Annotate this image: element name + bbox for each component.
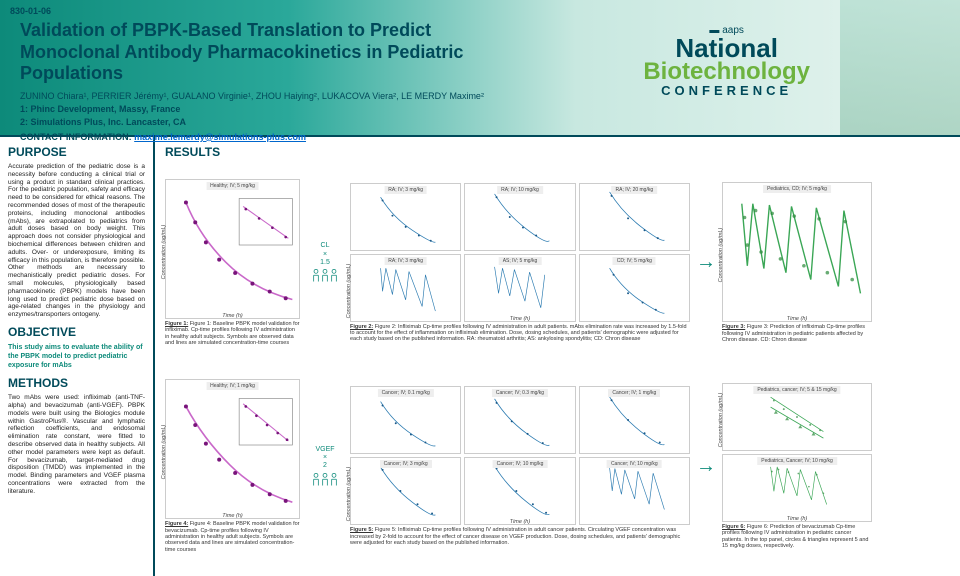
methods-text: Two mAbs were used: infliximab (anti-TNF… <box>8 394 145 495</box>
figure-2-grid: RA; IV; 3 mg/kg RA; IV; 10 mg/kg RA; IV;… <box>350 183 690 322</box>
fig1-xlabel: Time (h) <box>222 313 242 319</box>
fig3-svg <box>723 183 871 321</box>
fig4-xlabel: Time (h) <box>222 513 242 519</box>
left-column: PURPOSE Accurate prediction of the pedia… <box>0 137 155 576</box>
row2-mid-bot: 2 <box>306 462 344 470</box>
figure-6-chart-b: Pediatrics, Cancer; IV; 10 mg/kg Time (h… <box>722 454 872 522</box>
fig6-title-a: Pediatrics, cancer; IV; 5 & 15 mg/kg <box>753 386 840 394</box>
right-column: RESULTS Healthy; IV; 5 mg/kg Concentrati… <box>155 137 960 576</box>
row1-mid-bot: 1.5 <box>306 259 344 267</box>
fig2-panel: RA; IV; 3 mg/kg <box>350 183 461 251</box>
header-decor-image <box>840 0 960 135</box>
fig5-p1-t: Cancer; IV; 0.3 mg/kg <box>492 389 548 397</box>
fig3-ylabel: Concentration (ug/mL) <box>718 228 724 283</box>
affiliation-1: 1: Phinc Development, Massy, France <box>20 104 940 114</box>
fig2-xl: Time (h) <box>510 316 530 322</box>
figure-5-grid: Cancer; IV; 0.1 mg/kg Cancer; IV; 0.3 mg… <box>350 386 690 525</box>
fig2-p2-t: RA; IV; 20 mg/kg <box>612 186 658 194</box>
fig5-p0-t: Cancer; IV; 0.1 mg/kg <box>378 389 434 397</box>
fig2-p3-t: RA; IV; 3 mg/kg <box>384 257 427 265</box>
fig5-panel: Cancer; IV; 0.1 mg/kg <box>350 386 461 454</box>
fig5-caption: Figure 5: Figure 5: Infliximab Cp-time p… <box>350 527 690 546</box>
fig6-ylabel: Concentration (ug/mL) <box>718 393 724 448</box>
methods-heading: METHODS <box>8 376 145 390</box>
contact-info: CONTACT INFORMATION: maxime.lemerdy@simu… <box>20 132 940 142</box>
fig4-ylabel: Concentration (ug/mL) <box>161 425 167 480</box>
fig2-p1-t: RA; IV; 10 mg/kg <box>497 186 543 194</box>
fig4-svg <box>166 380 299 518</box>
people-icon-2 <box>306 473 344 487</box>
fig3-caption: Figure 3: Figure 3: Prediction of inflix… <box>722 324 872 343</box>
fig2-panel: RA; IV; 20 mg/kg <box>579 183 690 251</box>
results-row-2: Healthy; IV; 1 mg/kg Concentration (ug/m… <box>165 367 950 567</box>
conference-logo: ▬ aaps National Biotechnology CONFERENCE <box>643 25 810 98</box>
fig6-xlabel: Time (h) <box>787 516 807 522</box>
poster-id: 830-01-06 <box>10 6 51 16</box>
arrow-icon-2: → <box>696 455 716 478</box>
affiliation-2: 2: Simulations Plus, Inc. Lancaster, CA <box>20 117 940 127</box>
fig5-xl: Time (h) <box>510 519 530 525</box>
figure-3-chart: Pediatrics, CD; IV; 5 mg/kg Concentratio… <box>722 182 872 322</box>
fig5-p2-t: Cancer; IV; 1 mg/kg <box>608 389 660 397</box>
fig5-cap-text: Figure 5: Infliximab Cp-time profiles fo… <box>350 527 680 546</box>
fig4-caption: Figure 4: Figure 4: Baseline PBPK model … <box>165 521 300 553</box>
fig6-caption: Figure 6: Figure 6: Prediction of bevaci… <box>722 524 872 549</box>
fig6-title-b: Pediatrics, Cancer; IV; 10 mg/kg <box>757 457 837 465</box>
fig2-panel: RA; IV; 10 mg/kg <box>464 183 575 251</box>
fig2-panel: RA; IV; 3 mg/kgConcentration (ug/mL) <box>350 254 461 322</box>
fig1-svg <box>166 180 299 318</box>
row2-mid-top: VGEF <box>306 446 344 454</box>
logo-biotechnology: Biotechnology <box>643 61 810 84</box>
row2-multiplier: VGEF × 2 <box>306 446 344 487</box>
row2-mid-mid: × <box>306 454 344 462</box>
fig5-p3-t: Cancer; IV; 3 mg/kg <box>380 460 432 468</box>
results-heading: RESULTS <box>165 145 950 159</box>
fig5-panel: Cancer; IV; 0.3 mg/kg <box>464 386 575 454</box>
contact-email-link[interactable]: maxime.lemerdy@simulations-plus.com <box>134 132 306 142</box>
figure-1-chart: Healthy; IV; 5 mg/kg Concentration (ug/m… <box>165 179 300 319</box>
fig3-title: Pediatrics, CD; IV; 5 mg/kg <box>763 185 831 193</box>
fig2-yl: Concentration (ug/mL) <box>346 263 352 318</box>
row1-mid-top: CL <box>306 242 344 250</box>
fig2-panel: CD; IV; 5 mg/kg <box>579 254 690 322</box>
results-row-1: Healthy; IV; 5 mg/kg Concentration (ug/m… <box>165 163 950 363</box>
objective-text: This study aims to evaluate the ability … <box>8 343 145 370</box>
fig5-panel: Cancer; IV; 1 mg/kg <box>579 386 690 454</box>
fig1-title: Healthy; IV; 5 mg/kg <box>206 182 259 190</box>
fig4-title: Healthy; IV; 1 mg/kg <box>206 382 259 390</box>
row1-mid-mid: × <box>306 251 344 259</box>
authors: ZUNINO Chiara¹, PERRIER Jérémy¹, GUALANO… <box>20 91 500 101</box>
contact-label: CONTACT INFORMATION: <box>20 132 132 142</box>
fig5-panel: Cancer; IV; 3 mg/kgConcentration (ug/mL) <box>350 457 461 525</box>
fig5-yl: Concentration (ug/mL) <box>346 467 352 522</box>
fig2-panel: AS; IV; 5 mg/kg Time (h) <box>464 254 575 322</box>
poster-title: Validation of PBPK-Based Translation to … <box>20 20 500 85</box>
fig2-p5-t: CD; IV; 5 mg/kg <box>613 257 656 265</box>
purpose-heading: PURPOSE <box>8 145 145 159</box>
fig1-ylabel: Concentration (ug/mL) <box>161 225 167 280</box>
fig5-p5-t: Cancer; IV; 10 mg/kg <box>607 460 662 468</box>
fig2-p4-t: AS; IV; 5 mg/kg <box>499 257 542 265</box>
fig3-xlabel: Time (h) <box>787 316 807 322</box>
objective-heading: OBJECTIVE <box>8 325 145 339</box>
arrow-icon: → <box>696 251 716 274</box>
poster-body: PURPOSE Accurate prediction of the pedia… <box>0 135 960 576</box>
fig5-p4-t: Cancer; IV; 10 mg/kg <box>493 460 548 468</box>
fig5-panel: Cancer; IV; 10 mg/kg <box>579 457 690 525</box>
fig2-caption: Figure 2: Figure 2: Infliximab Cp-time p… <box>350 324 690 343</box>
poster-header: 830-01-06 Validation of PBPK-Based Trans… <box>0 0 960 135</box>
fig2-cap-text: Figure 2: Infliximab Cp-time profiles fo… <box>350 324 687 343</box>
logo-national: National <box>643 36 810 61</box>
fig2-p0-t: RA; IV; 3 mg/kg <box>384 186 427 194</box>
figure-4-chart: Healthy; IV; 1 mg/kg Concentration (ug/m… <box>165 379 300 519</box>
logo-conference: CONFERENCE <box>643 83 810 98</box>
people-icon <box>306 269 344 283</box>
fig1-caption: Figure 1: Figure 1: Baseline PBPK model … <box>165 321 300 346</box>
purpose-text: Accurate prediction of the pediatric dos… <box>8 163 145 319</box>
fig5-panel: Cancer; IV; 10 mg/kg Time (h) <box>464 457 575 525</box>
row1-multiplier: CL × 1.5 <box>306 242 344 283</box>
figure-6-chart-a: Pediatrics, cancer; IV; 5 & 15 mg/kg Con… <box>722 383 872 451</box>
